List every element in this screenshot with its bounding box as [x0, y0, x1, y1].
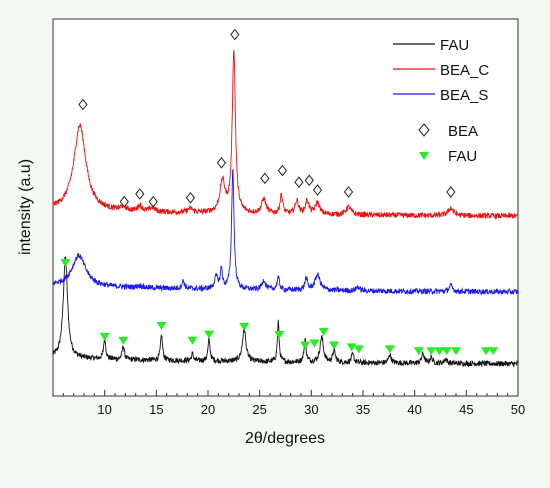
bea-peak-marker	[119, 195, 129, 208]
legend-label-bea-marker: BEA	[448, 123, 478, 140]
series-line-bea-s	[52, 168, 519, 296]
fau-peak-marker	[413, 347, 424, 356]
fau-peak-marker	[353, 345, 364, 354]
bea-peak-marker	[304, 174, 314, 187]
bea-peak-marker	[294, 176, 304, 189]
legend-label-bea-c: BEA_C	[440, 62, 489, 79]
x-tick-label: 45	[459, 402, 473, 417]
legend-marker-fau-triangle	[419, 152, 429, 160]
x-tick-label: 30	[304, 402, 318, 417]
bea-peak-marker	[78, 98, 88, 111]
series-layer	[52, 50, 519, 368]
series-line-bea-c	[52, 50, 519, 220]
x-tick-label: 25	[252, 402, 266, 417]
legend-label-fau: FAU	[440, 37, 469, 54]
legend-marker-bea-diamond	[418, 123, 430, 137]
fau-peak-marker	[309, 339, 320, 348]
legend: FAU BEA_C BEA_S BEA FAU	[393, 37, 489, 165]
bea-peak-marker	[185, 191, 196, 204]
fau-peak-marker	[441, 347, 452, 356]
bea-peak-marker	[260, 172, 270, 185]
legend-label-bea-s: BEA_S	[440, 87, 488, 104]
fau-peak-marker	[60, 259, 71, 268]
fau-peak-marker	[274, 330, 285, 339]
x-tick-label: 50	[511, 402, 525, 417]
x-tick-label: 15	[149, 402, 163, 417]
fau-peak-marker	[187, 336, 198, 345]
x-tick-label: 10	[97, 402, 111, 417]
legend-label-fau-marker: FAU	[448, 148, 477, 165]
fau-peak-marker	[99, 332, 110, 341]
fau-peak-marker	[384, 345, 395, 354]
fau-peak-marker	[426, 347, 437, 356]
fau-peak-marker	[329, 341, 340, 350]
bea-peak-marker	[446, 186, 456, 198]
fau-peak-marker	[451, 347, 461, 356]
fau-peak-marker	[480, 347, 491, 356]
fau-peak-marker	[239, 322, 250, 331]
fau-peak-marker	[156, 322, 167, 331]
fau-peak-marker	[318, 327, 329, 336]
x-tick-label: 20	[201, 402, 215, 417]
y-axis-title: intensity (a.u)	[17, 159, 34, 255]
bea-peak-marker	[148, 195, 158, 208]
marker-layer	[60, 28, 499, 356]
bea-peak-marker	[230, 28, 240, 41]
fau-peak-marker	[434, 347, 445, 356]
fau-peak-marker	[204, 330, 215, 339]
bea-peak-marker	[343, 186, 354, 198]
bea-peak-marker	[277, 164, 288, 177]
x-axis: 10 15 20 25 30 35 40 45 50	[52, 390, 525, 417]
series-line-fau	[52, 256, 519, 368]
plot-area	[52, 18, 519, 397]
x-tick-label: 40	[407, 402, 421, 417]
bea-peak-marker	[216, 157, 227, 169]
bea-peak-marker	[135, 188, 145, 200]
fau-peak-marker	[300, 341, 311, 350]
fau-peak-marker	[488, 347, 499, 356]
x-tick-label: 35	[356, 402, 370, 417]
fau-peak-marker	[118, 336, 129, 345]
x-axis-title: 2θ/degrees	[245, 430, 325, 447]
bea-peak-marker	[312, 184, 323, 196]
